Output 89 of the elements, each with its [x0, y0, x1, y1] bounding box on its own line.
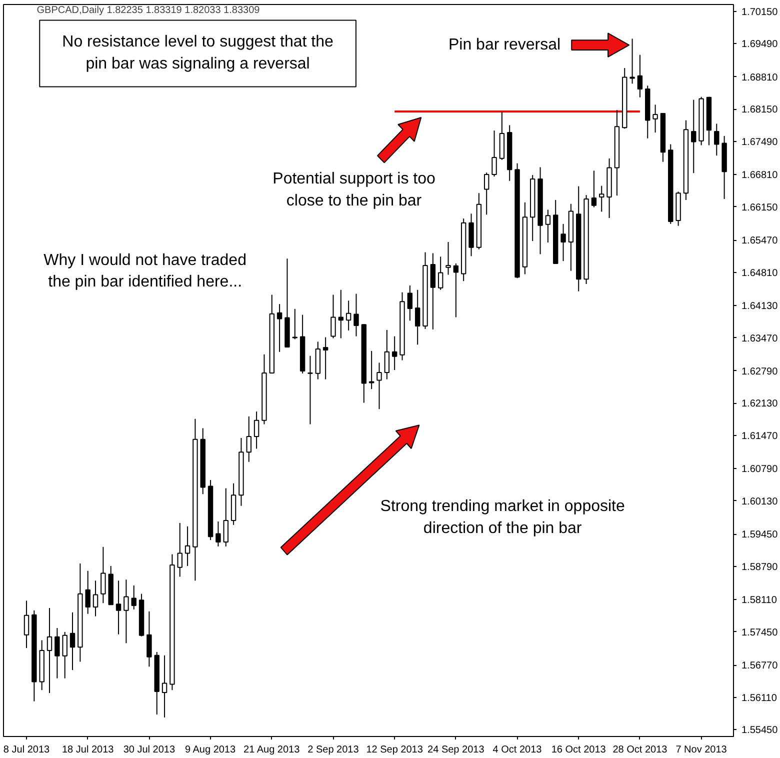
candlestick — [484, 172, 490, 216]
candlestick — [24, 600, 30, 649]
candlestick — [92, 580, 98, 617]
candlestick — [62, 631, 68, 679]
candlestick — [368, 350, 374, 390]
y-tick-label: 1.60130 — [742, 496, 778, 508]
y-tick-label: 1.68150 — [742, 104, 778, 116]
candlestick — [146, 610, 152, 668]
candlestick — [599, 185, 604, 212]
candlestick — [276, 304, 282, 352]
candlestick — [492, 130, 497, 178]
y-tick-label: 1.69490 — [742, 39, 778, 50]
candlestick — [54, 628, 60, 679]
annotation: Pin bar reversal — [448, 36, 561, 54]
x-tick-label: 7 Nov 2013 — [676, 744, 728, 756]
candlestick — [630, 38, 635, 84]
candlestick — [100, 546, 106, 604]
x-tick-label: 9 Aug 2013 — [184, 744, 236, 756]
x-tick-label: 24 Sep 2013 — [428, 744, 485, 756]
y-tick-label: 1.58790 — [742, 562, 778, 573]
y-tick-label: 1.64810 — [742, 268, 778, 279]
x-tick-label: 2 Sep 2013 — [308, 744, 360, 756]
candlestick — [354, 293, 359, 337]
annotation: Potential support is too close to the pin bar — [272, 170, 436, 210]
y-tick-label: 1.63470 — [742, 333, 778, 344]
candlestick — [292, 308, 298, 340]
annotation: No resistance level to suggest that the pin bar was signaling a reversal — [62, 34, 334, 72]
candlestick — [254, 411, 260, 450]
candlestick — [453, 262, 459, 318]
candlestick — [376, 362, 382, 410]
chart-title: GBPCAD,Daily 1.82235 1.83319 1.82033 1.83309 — [36, 4, 260, 16]
candlestick — [124, 579, 129, 644]
candlestick — [384, 329, 390, 380]
y-tick-label: 1.66150 — [742, 202, 778, 214]
candlestick — [346, 300, 352, 331]
x-tick-label: 28 Oct 2013 — [612, 744, 668, 756]
y-tick-label: 1.56770 — [742, 660, 778, 672]
candlestick — [392, 336, 398, 371]
candlestick — [308, 355, 313, 425]
candlestick — [430, 252, 436, 330]
y-tick-label: 1.68810 — [742, 72, 778, 84]
candlestick — [162, 654, 168, 718]
y-tick-label: 1.62790 — [742, 366, 778, 378]
candlestick — [70, 612, 76, 671]
candlestick — [407, 284, 413, 322]
candlestick — [246, 416, 252, 462]
x-tick-label: 30 Jul 2013 — [123, 744, 176, 756]
candlestick — [338, 289, 344, 339]
candlestick — [545, 209, 551, 243]
y-tick-label: 1.60790 — [742, 464, 778, 476]
x-tick-label: 18 Jul 2013 — [62, 744, 114, 756]
y-tick-label: 1.65470 — [742, 236, 778, 247]
candlestick — [637, 54, 643, 98]
y-tick-label: 1.62130 — [742, 398, 778, 410]
candlestick — [414, 289, 420, 346]
y-tick-label: 1.66810 — [742, 170, 778, 182]
candlestick — [652, 104, 658, 134]
y-tick-label: 1.56110 — [742, 692, 778, 704]
x-tick-label: 21 Aug 2013 — [244, 744, 300, 756]
candlestick — [116, 580, 122, 635]
y-tick-label: 1.64130 — [742, 301, 778, 312]
candlestick — [691, 99, 696, 174]
candlestick — [591, 170, 597, 208]
candlestick — [184, 526, 190, 566]
y-tick-label: 1.55450 — [742, 725, 778, 736]
candlestick — [216, 520, 221, 547]
x-tick-label: 4 Oct 2013 — [492, 744, 542, 756]
candlestick — [330, 294, 336, 339]
candlestick — [438, 256, 444, 290]
candlestick — [46, 607, 52, 694]
candlestick — [223, 488, 228, 547]
candlestick — [131, 585, 136, 610]
candlestick — [446, 241, 451, 276]
candlestick — [322, 336, 328, 380]
x-tick-label: 8 Jul 2013 — [3, 744, 50, 756]
candlestick — [714, 123, 720, 156]
annotation: Why I would not have traded the pin bar identified here... — [44, 252, 246, 291]
candlestick — [177, 522, 182, 578]
annotation: Strong trending market in opposite direction of the pin bar — [380, 498, 625, 537]
y-tick-label: 1.70150 — [742, 6, 778, 18]
x-tick-label: 16 Oct 2013 — [551, 744, 606, 756]
y-tick-label: 1.58110 — [742, 595, 778, 606]
candlestick — [85, 570, 90, 614]
y-tick-label: 1.61470 — [742, 430, 778, 442]
y-tick-label: 1.59450 — [742, 530, 778, 541]
x-tick-label: 12 Sep 2013 — [366, 744, 424, 756]
candlestick — [560, 223, 566, 262]
y-tick-label: 1.57450 — [742, 627, 778, 638]
y-tick-label: 1.67490 — [742, 136, 778, 148]
